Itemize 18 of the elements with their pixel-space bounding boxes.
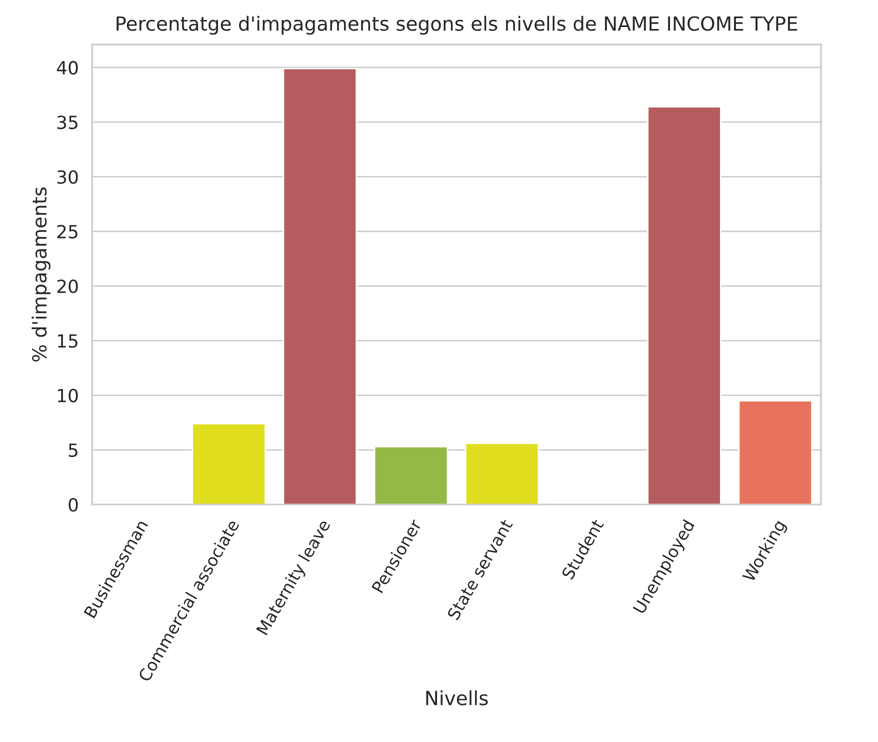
bar: [464, 442, 540, 505]
y-tick-label: 35: [57, 116, 78, 130]
y-tick-label: 20: [57, 279, 78, 294]
y-tick-label: 5: [68, 444, 78, 458]
y-tick-label: 10: [58, 388, 78, 402]
bar: [192, 423, 266, 505]
y-tick-label: 40: [56, 60, 78, 75]
bar: [647, 106, 722, 505]
bar: [374, 446, 448, 505]
y-tick-label: 0: [68, 498, 78, 512]
y-tick-label: 25: [57, 224, 78, 238]
bar: [738, 400, 813, 505]
y-tick-label: 30: [57, 170, 78, 184]
bar: [282, 68, 358, 505]
y-tick-label: 15: [58, 334, 78, 348]
chart-title: Percentatge d'impagaments segons els nivells de NAME INCOME TYPE: [116, 16, 798, 35]
x-axis-title: Nivells: [426, 690, 488, 706]
y-axis-title: % d'impagaments: [32, 187, 50, 362]
